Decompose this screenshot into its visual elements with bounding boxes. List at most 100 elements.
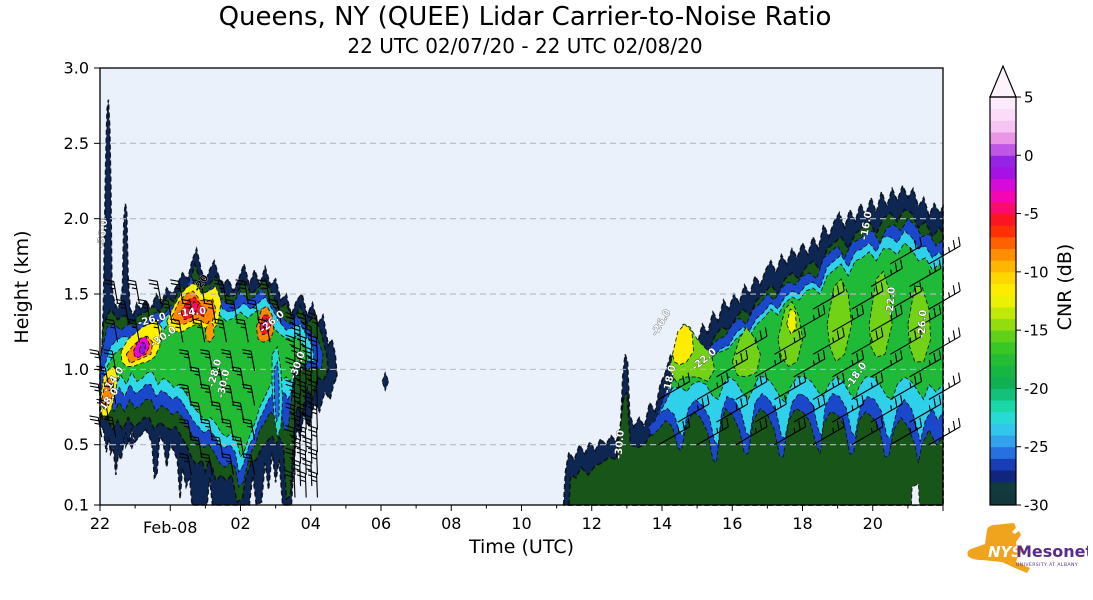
x-tick-label: 06 — [371, 514, 391, 533]
colorbar-extend-arrow — [989, 64, 1017, 98]
wind-barb — [928, 327, 961, 355]
wind-barb — [696, 372, 729, 400]
wind-barb — [285, 311, 296, 340]
contour-label: -16.0 — [859, 211, 875, 241]
logo-nys-text: NYS — [988, 543, 1022, 561]
wind-barb — [909, 304, 942, 333]
wind-barb — [296, 379, 307, 408]
x-tick-label: 12 — [582, 514, 602, 533]
wind-barb — [170, 318, 184, 343]
wind-barb — [302, 458, 313, 487]
contour-polygon — [204, 320, 215, 343]
wind-barb — [870, 259, 903, 287]
wind-barb — [735, 327, 768, 355]
colorbar-block — [990, 178, 1016, 191]
wind-barb — [302, 323, 313, 351]
wind-barb — [812, 327, 845, 355]
wind-barb — [296, 402, 307, 430]
wind-barb — [890, 236, 923, 265]
colorbar-tick-label: -15 — [1024, 322, 1049, 340]
wind-barb — [302, 345, 313, 374]
x-axis-label: Time (UTC) — [468, 536, 575, 558]
contour-polygon — [868, 270, 893, 358]
wind-barb — [307, 424, 318, 453]
wind-barb — [285, 447, 296, 475]
y-tick-label: 2.5 — [64, 134, 89, 153]
wind-barb — [890, 327, 923, 355]
x-tick-label: 20 — [863, 514, 883, 533]
colorbar-block — [990, 131, 1016, 145]
contour-polygon — [273, 360, 280, 423]
y-tick-label: 2.0 — [64, 209, 89, 228]
wind-barb — [296, 470, 307, 498]
wind-barb — [793, 349, 826, 378]
colorbar-tick-label: -5 — [1024, 205, 1039, 223]
x-tick-label: Feb-08 — [143, 518, 197, 537]
wind-barb — [870, 304, 903, 333]
x-tick-label: 18 — [792, 514, 812, 533]
wind-barb — [735, 372, 768, 400]
colorbar-block — [990, 341, 1016, 354]
wind-barb — [928, 236, 961, 265]
wind-barb — [851, 282, 884, 310]
colorbar-tick-label: -20 — [1024, 380, 1049, 398]
colorbar-tick-label: -30 — [1024, 497, 1049, 515]
wind-barb — [242, 418, 256, 441]
wind-barb — [302, 391, 313, 419]
colorbar-block — [990, 236, 1016, 250]
colorbar-block — [990, 376, 1016, 389]
x-tick-label: 10 — [511, 514, 531, 533]
wind-barb — [658, 372, 691, 400]
colorbar-block — [990, 271, 1016, 285]
wind-barb — [159, 298, 173, 323]
wind-barb — [754, 395, 787, 423]
wind-barb — [285, 357, 296, 385]
colorbar-frame — [989, 96, 1017, 506]
wind-barb — [290, 413, 302, 441]
wind-barb — [296, 357, 307, 385]
wind-barb — [928, 372, 961, 400]
wind-barb — [774, 372, 807, 400]
x-tick-label: 02 — [230, 514, 250, 533]
wind-barb — [307, 311, 318, 340]
colorbar-block — [990, 108, 1016, 121]
wind-barb — [285, 334, 296, 362]
wind-barb — [307, 402, 318, 430]
colorbar-tick-label: -25 — [1024, 438, 1049, 456]
plot-subtitle: 22 UTC 02/07/20 - 22 UTC 02/08/20 — [347, 34, 703, 58]
wind-barb — [296, 311, 307, 340]
colorbar-block — [990, 365, 1016, 378]
wind-barb — [242, 383, 256, 406]
contour-label: -26.0 — [917, 309, 929, 338]
colorbar-block — [990, 260, 1016, 273]
wind-barb — [126, 318, 140, 343]
contour-polygon — [672, 323, 695, 366]
contour-label: -14.0 — [177, 306, 207, 320]
wind-barb — [851, 327, 884, 355]
ny-state-shape — [967, 523, 1030, 573]
colorbar-block — [990, 201, 1016, 215]
colorbar-block — [990, 493, 1016, 506]
colorbar-block — [990, 318, 1016, 331]
x-tick-label: 14 — [652, 514, 672, 533]
colorbar-block — [990, 166, 1016, 180]
colorbar-tick-label: 5 — [1024, 89, 1034, 107]
wind-barb — [290, 345, 302, 374]
contour-label: -22.0 — [885, 287, 898, 317]
wind-barb — [890, 417, 923, 446]
wind-barb — [302, 413, 313, 441]
wind-barb — [290, 391, 302, 419]
wind-barb — [307, 357, 318, 385]
wind-barb — [774, 417, 807, 446]
wind-barb — [178, 453, 192, 475]
wind-barb — [754, 349, 787, 378]
wind-barb — [658, 417, 691, 446]
wind-barb — [307, 447, 318, 475]
colorbar-block — [990, 155, 1016, 168]
colorbar-block — [990, 458, 1016, 471]
wind-barb — [191, 318, 206, 343]
y-tick-label: 3.0 — [64, 59, 89, 78]
colorbar-block — [990, 400, 1016, 413]
wind-barb — [851, 417, 884, 446]
